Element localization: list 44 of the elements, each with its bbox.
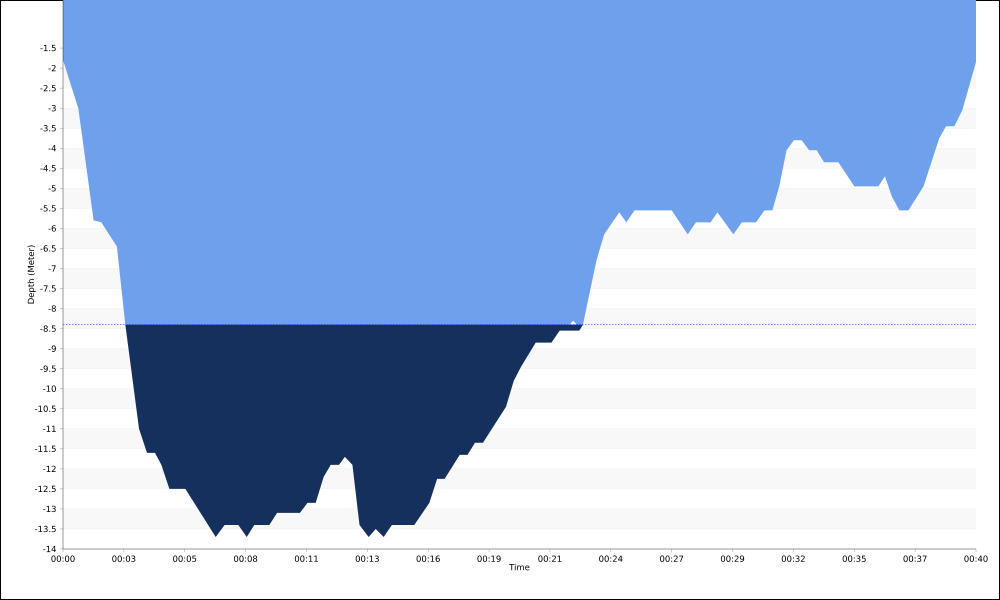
x-tick-label: 00:40 xyxy=(964,556,988,562)
x-tick-label: 00:08 xyxy=(234,556,258,562)
y-tick-label: -3 xyxy=(48,104,56,112)
y-tick-label: -3.5 xyxy=(40,125,56,132)
x-tick-label: 00:03 xyxy=(112,556,136,562)
y-tick-label: -14 xyxy=(43,546,56,552)
y-tick-label: -2 xyxy=(48,64,56,72)
y-tick-label: -4 xyxy=(48,145,56,152)
y-tick-label: -6 xyxy=(48,225,56,232)
y-tick-label: -8 xyxy=(48,305,56,312)
x-tick-label: 00:05 xyxy=(173,556,196,562)
y-tick-label: -12 xyxy=(43,466,56,472)
x-tick-label: 00:27 xyxy=(660,556,684,562)
x-tick-label: 00:37 xyxy=(903,556,927,562)
y-tick-label: -13 xyxy=(43,506,56,512)
x-tick-label: 00:24 xyxy=(599,556,623,562)
y-tick-label: -2.5 xyxy=(40,84,56,92)
y-tick-label: -10 xyxy=(43,386,56,392)
y-tick-label: -7.5 xyxy=(40,285,56,292)
y-tick-label: -5.5 xyxy=(40,205,56,212)
x-axis-title: Time xyxy=(509,564,530,570)
y-tick-label: -8.5 xyxy=(40,325,56,332)
x-tick-label: 00:35 xyxy=(842,556,866,562)
x-tick-label: 00:32 xyxy=(782,556,805,562)
y-tick-label: -5 xyxy=(48,185,56,192)
y-tick-label: -13.5 xyxy=(34,526,56,532)
y-tick-label: -6.5 xyxy=(40,245,56,252)
y-tick-label: -12.5 xyxy=(34,486,56,492)
x-tick-label: 00:21 xyxy=(538,556,562,562)
x-tick-label: 00:00 xyxy=(51,556,75,562)
x-tick-label: 00:13 xyxy=(356,556,379,562)
x-tick-label: 00:11 xyxy=(294,556,318,562)
y-tick-label: -9.5 xyxy=(40,365,56,372)
y-axis-title: Depth (Meter) xyxy=(28,245,36,304)
y-tick-label: -1.5 xyxy=(40,44,56,52)
x-tick-label: 00:16 xyxy=(416,556,440,562)
y-tick-label: -4.5 xyxy=(40,165,56,172)
y-tick-label: -10.5 xyxy=(34,406,56,412)
y-tick-label: -11 xyxy=(43,426,56,432)
x-tick-label: 00:29 xyxy=(720,556,744,562)
y-tick-label: -11.5 xyxy=(34,446,56,452)
y-tick-label: -9 xyxy=(48,345,56,352)
y-tick-label: -7 xyxy=(48,265,56,272)
x-tick-label: 00:19 xyxy=(477,556,501,562)
